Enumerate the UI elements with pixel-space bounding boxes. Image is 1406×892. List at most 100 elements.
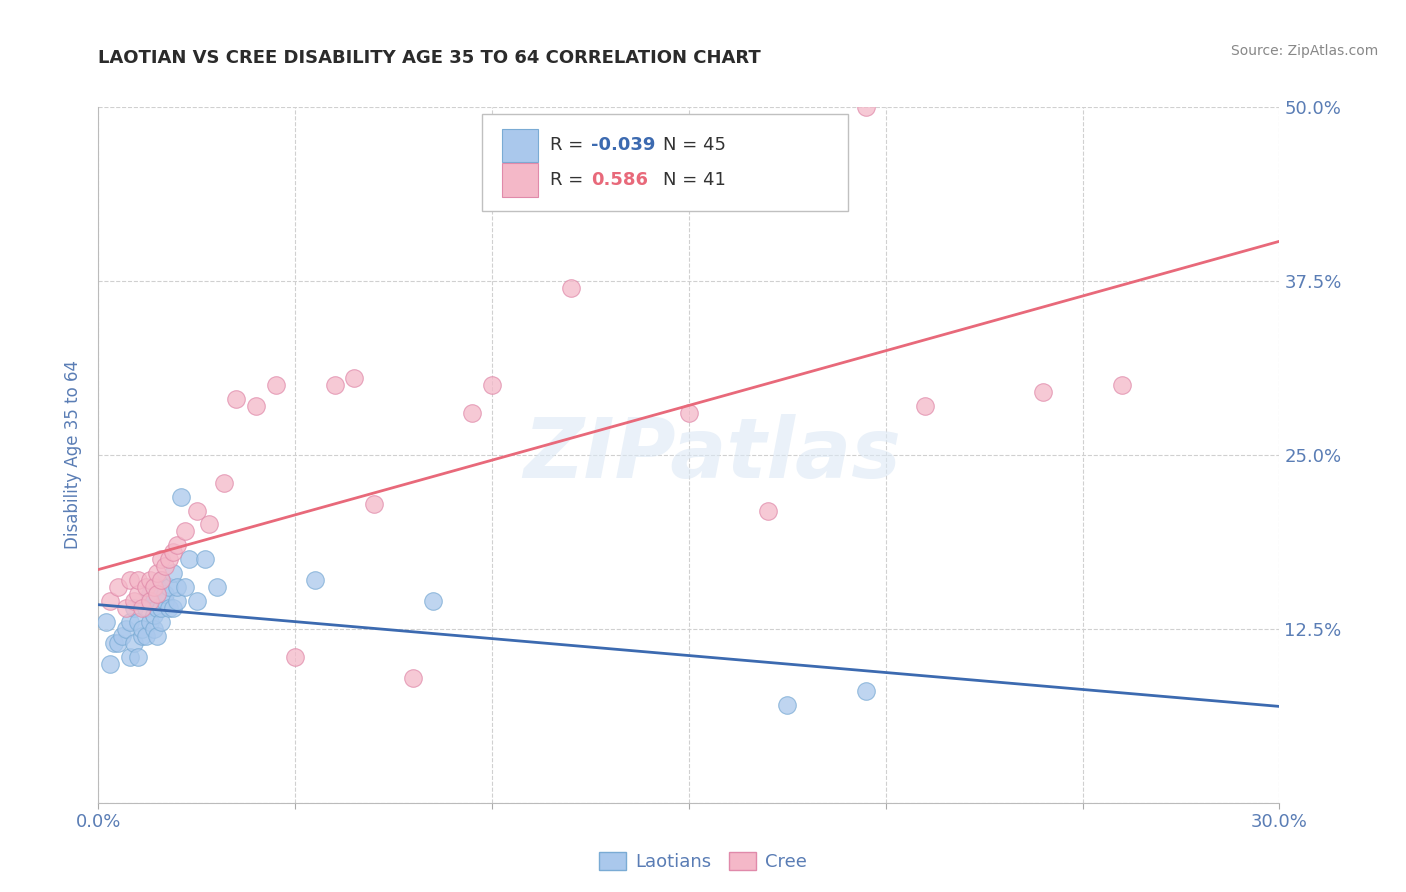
- Point: [166, 538, 188, 552]
- Text: ZIPatlas: ZIPatlas: [523, 415, 901, 495]
- Point: [174, 524, 197, 539]
- Point: [142, 580, 165, 594]
- Point: [127, 649, 149, 664]
- Point: [131, 629, 153, 643]
- Point: [177, 552, 200, 566]
- Point: [146, 580, 169, 594]
- Point: [146, 566, 169, 581]
- Point: [127, 587, 149, 601]
- Point: [1111, 378, 1133, 392]
- Point: [264, 378, 287, 392]
- Point: [155, 587, 177, 601]
- Point: [107, 636, 129, 650]
- Point: [166, 580, 188, 594]
- Point: [138, 594, 160, 608]
- Point: [560, 281, 582, 295]
- Point: [157, 580, 180, 594]
- Text: -0.039: -0.039: [591, 136, 655, 154]
- Point: [481, 378, 503, 392]
- Point: [118, 573, 141, 587]
- Point: [155, 594, 177, 608]
- Point: [343, 371, 366, 385]
- Point: [127, 615, 149, 629]
- Point: [304, 573, 326, 587]
- Point: [914, 399, 936, 413]
- Point: [138, 573, 160, 587]
- Point: [284, 649, 307, 664]
- FancyBboxPatch shape: [502, 128, 537, 162]
- Point: [402, 671, 425, 685]
- Point: [1032, 385, 1054, 400]
- Point: [461, 406, 484, 420]
- Point: [756, 503, 779, 517]
- Point: [170, 490, 193, 504]
- Point: [131, 622, 153, 636]
- Point: [131, 601, 153, 615]
- Legend: Laotians, Cree: Laotians, Cree: [592, 845, 814, 879]
- Point: [146, 629, 169, 643]
- Point: [323, 378, 346, 392]
- Point: [214, 475, 236, 490]
- Point: [186, 594, 208, 608]
- FancyBboxPatch shape: [502, 163, 537, 197]
- Point: [186, 503, 208, 517]
- Y-axis label: Disability Age 35 to 64: Disability Age 35 to 64: [65, 360, 83, 549]
- Point: [115, 601, 138, 615]
- Point: [98, 657, 121, 671]
- Point: [205, 580, 228, 594]
- Point: [138, 615, 160, 629]
- Point: [118, 615, 141, 629]
- Point: [150, 601, 173, 615]
- Point: [107, 580, 129, 594]
- Point: [111, 629, 134, 643]
- Point: [197, 517, 219, 532]
- Point: [678, 406, 700, 420]
- Point: [155, 559, 177, 574]
- Text: N = 41: N = 41: [664, 171, 725, 189]
- Point: [422, 594, 444, 608]
- Point: [103, 636, 125, 650]
- Point: [174, 580, 197, 594]
- Point: [162, 566, 184, 581]
- Point: [135, 580, 157, 594]
- Point: [150, 552, 173, 566]
- Point: [122, 594, 145, 608]
- Point: [96, 615, 118, 629]
- Point: [146, 601, 169, 615]
- Text: N = 45: N = 45: [664, 136, 725, 154]
- Point: [157, 601, 180, 615]
- Point: [138, 594, 160, 608]
- Point: [855, 684, 877, 698]
- Text: 0.586: 0.586: [591, 171, 648, 189]
- Point: [122, 601, 145, 615]
- Point: [225, 392, 247, 407]
- Point: [127, 573, 149, 587]
- Point: [138, 587, 160, 601]
- Point: [245, 399, 267, 413]
- Text: LAOTIAN VS CREE DISABILITY AGE 35 TO 64 CORRELATION CHART: LAOTIAN VS CREE DISABILITY AGE 35 TO 64 …: [98, 49, 761, 67]
- Text: Source: ZipAtlas.com: Source: ZipAtlas.com: [1230, 44, 1378, 58]
- Point: [150, 573, 173, 587]
- Point: [115, 622, 138, 636]
- Point: [98, 594, 121, 608]
- Text: R =: R =: [550, 171, 589, 189]
- Point: [122, 636, 145, 650]
- Point: [162, 601, 184, 615]
- Point: [135, 601, 157, 615]
- Point: [776, 698, 799, 713]
- Point: [146, 587, 169, 601]
- Point: [135, 629, 157, 643]
- Point: [150, 573, 173, 587]
- Point: [194, 552, 217, 566]
- Text: R =: R =: [550, 136, 589, 154]
- Point: [162, 545, 184, 559]
- FancyBboxPatch shape: [482, 114, 848, 211]
- Point: [142, 622, 165, 636]
- Point: [855, 100, 877, 114]
- Point: [157, 552, 180, 566]
- Point: [118, 649, 141, 664]
- Point: [166, 594, 188, 608]
- Point: [150, 615, 173, 629]
- Point: [363, 497, 385, 511]
- Point: [142, 607, 165, 622]
